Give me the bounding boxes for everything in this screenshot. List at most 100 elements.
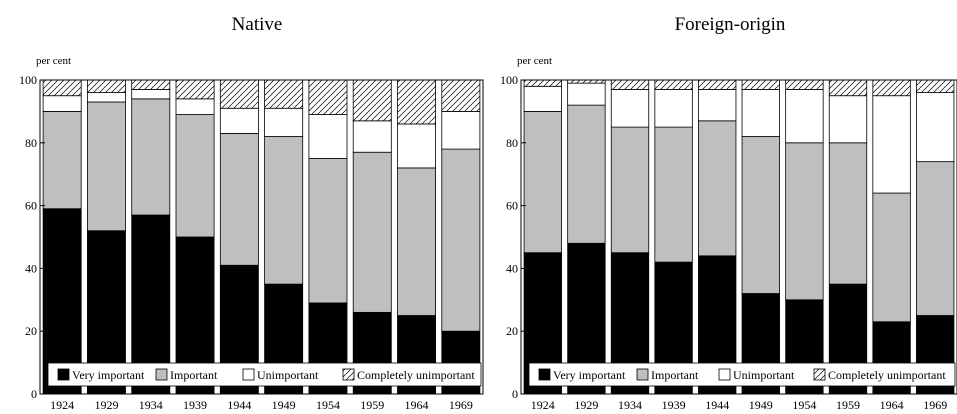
x-tick-label: 1964 [405, 398, 429, 412]
legend-swatch-important [636, 368, 649, 381]
bar-segment-unimportant-1929 [567, 82, 606, 106]
plot-frame [39, 79, 484, 395]
bar-segment-important-1959 [828, 142, 868, 285]
x-tick-label: 1944 [705, 398, 729, 412]
bar-segment-unimportant-1929 [87, 92, 126, 103]
bar-segment-unimportant-1949 [264, 107, 304, 137]
bar-segment-important-1929 [567, 104, 606, 244]
bar-segment-unimportant-1964 [872, 95, 911, 194]
bar-segment-unimportant-1949 [741, 89, 780, 137]
legend-swatch-very-important [538, 368, 551, 381]
bar-segment-important-1944 [219, 132, 259, 266]
bar-segment-completely-unimportant-1949 [741, 79, 780, 90]
bar-segment-important-1934 [610, 126, 650, 254]
bar-segment-completely-unimportant-1939 [654, 79, 693, 90]
bar-segment-important-1939 [175, 114, 215, 238]
bar-segment-unimportant-1964 [397, 123, 436, 169]
bar-segment-completely-unimportant-1934 [131, 79, 171, 90]
x-tick-label: 1924 [50, 398, 74, 412]
bar-segment-unimportant-1934 [610, 89, 650, 128]
bar-segment-unimportant-1954 [308, 114, 348, 159]
x-tick-label: 1934 [139, 398, 163, 412]
legend-box [528, 362, 956, 387]
y-tick-label: 80 [506, 136, 518, 150]
y-tick-label: 0 [512, 387, 518, 401]
x-tick-label: 1969 [923, 398, 947, 412]
chart-title: Native [232, 14, 283, 35]
legend-swatch-completely-unimportant [813, 368, 826, 381]
y-tick-label: 60 [25, 199, 37, 213]
bar-segment-completely-unimportant-1944 [698, 79, 737, 90]
x-tick-label: 1959 [836, 398, 860, 412]
bar-segment-unimportant-1924 [42, 95, 82, 112]
y-tick-label: 40 [506, 261, 518, 275]
bar-segment-important-1969 [916, 161, 955, 316]
x-tick-label: 1969 [449, 398, 473, 412]
bar-segment-unimportant-1944 [219, 107, 259, 134]
x-tick-label: 1964 [880, 398, 904, 412]
legend-label: Important [651, 368, 699, 382]
bar-segment-unimportant-1954 [785, 89, 824, 144]
bar-segment-completely-unimportant-1949 [264, 79, 304, 109]
legend-swatch-very-important [57, 368, 70, 381]
bar-segment-unimportant-1934 [131, 89, 171, 100]
x-tick-label: 1924 [531, 398, 555, 412]
bar-segment-unimportant-1939 [654, 89, 693, 128]
bar-segment-completely-unimportant-1944 [219, 79, 259, 109]
bar-segment-completely-unimportant-1959 [828, 79, 868, 97]
chart-title: Foreign-origin [675, 14, 786, 35]
bar-segment-important-1934 [131, 98, 171, 216]
bar-segment-completely-unimportant-1934 [610, 79, 650, 90]
legend-swatch-unimportant [242, 368, 255, 381]
x-tick-label: 1929 [94, 398, 118, 412]
legend-label: Unimportant [257, 368, 319, 382]
y-tick-label: 100 [500, 73, 518, 87]
bar-segment-completely-unimportant-1924 [42, 79, 82, 97]
legend-swatch-completely-unimportant [342, 368, 355, 381]
bar-segment-important-1959 [352, 151, 392, 313]
bar-segment-important-1969 [441, 148, 481, 332]
x-tick-label: 1954 [792, 398, 816, 412]
legend-label: Completely unimportant [357, 368, 475, 382]
y-axis-label: per cent [36, 55, 71, 67]
bar-segment-unimportant-1969 [441, 111, 481, 150]
legend-label: Very important [72, 368, 145, 382]
bar-segment-completely-unimportant-1959 [352, 79, 392, 122]
legend-swatch-important [155, 368, 168, 381]
x-tick-label: 1949 [272, 398, 296, 412]
x-tick-label: 1929 [574, 398, 598, 412]
bar-segment-important-1954 [785, 142, 824, 301]
chart-panel-foreign-origin: Foreign-origin per cent 1924 1929 1934 1939 19… [500, 14, 957, 412]
bar-segment-important-1944 [698, 120, 737, 257]
bar-segment-unimportant-1969 [916, 92, 955, 163]
bar-segment-important-1949 [741, 136, 780, 294]
y-tick-label: 80 [25, 136, 37, 150]
y-axis-label: per cent [517, 55, 552, 67]
bar-segment-important-1964 [397, 167, 436, 316]
legend-label: Unimportant [733, 368, 795, 382]
legend-swatch-unimportant [718, 368, 731, 381]
bar-segment-unimportant-1939 [175, 98, 215, 115]
x-tick-label: 1944 [227, 398, 251, 412]
x-tick-label: 1949 [749, 398, 773, 412]
bar-segment-completely-unimportant-1954 [785, 79, 824, 90]
bar-segment-important-1964 [872, 192, 911, 323]
bar-segment-important-1949 [264, 136, 304, 285]
bar-segment-important-1929 [87, 101, 126, 232]
x-tick-label: 1939 [662, 398, 686, 412]
legend-label: Completely unimportant [828, 368, 946, 382]
x-tick-label: 1934 [618, 398, 642, 412]
x-tick-label: 1959 [360, 398, 384, 412]
bar-segment-completely-unimportant-1969 [441, 79, 481, 112]
legend-label: Important [170, 368, 218, 382]
y-tick-label: 20 [506, 324, 518, 338]
y-tick-label: 20 [25, 324, 37, 338]
plot-frame [520, 79, 957, 395]
bar-segment-completely-unimportant-1924 [523, 79, 562, 87]
legend-label: Very important [553, 368, 626, 382]
bar-segment-unimportant-1959 [828, 95, 868, 144]
x-tick-label: 1954 [316, 398, 340, 412]
bar-segment-important-1954 [308, 158, 348, 304]
bar-segment-completely-unimportant-1939 [175, 79, 215, 100]
